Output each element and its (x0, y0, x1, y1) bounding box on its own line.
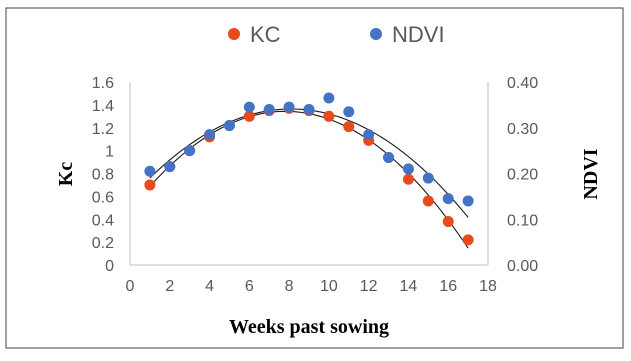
point-ndvi (283, 101, 295, 113)
right-axis-ticks: 0.00 0.10 0.20 0.30 0.40 (507, 75, 538, 275)
y2-axis-title: NDVI (580, 148, 602, 199)
point-ndvi (363, 129, 375, 141)
point-ndvi (223, 119, 235, 131)
x-tick-label: 2 (165, 278, 174, 295)
point-ndvi (323, 92, 335, 104)
x-tick-label: 8 (285, 278, 294, 295)
legend-label-kc: KC (250, 22, 281, 47)
y2-tick-label: 0.30 (507, 121, 538, 138)
y2-tick-label: 0.10 (507, 212, 538, 229)
point-ndvi (144, 165, 156, 177)
point-ndvi (462, 195, 474, 207)
x-tick-label: 12 (360, 278, 378, 295)
y2-tick-label: 0.00 (507, 258, 538, 275)
y-tick-label: 0.6 (92, 189, 114, 206)
data-points (144, 92, 474, 246)
point-kc (343, 121, 355, 133)
chart-border (5, 7, 624, 349)
point-kc (422, 195, 434, 207)
point-kc (144, 179, 156, 191)
point-kc (402, 173, 414, 185)
point-ndvi (204, 129, 216, 141)
y-tick-label: 1.2 (92, 121, 114, 138)
x-tick-label: 6 (245, 278, 254, 295)
x-tick-label: 14 (400, 278, 418, 295)
point-ndvi (422, 172, 434, 184)
point-kc (323, 110, 335, 122)
y-tick-label: 0.4 (92, 212, 114, 229)
x-axis-title: Weeks past sowing (229, 316, 389, 338)
legend-label-ndvi: NDVI (392, 22, 445, 47)
point-ndvi (263, 103, 275, 115)
y-tick-label: 0.8 (92, 167, 114, 184)
x-tick-label: 16 (439, 278, 457, 295)
point-ndvi (442, 193, 454, 205)
legend-marker-kc (228, 28, 240, 40)
x-axis-ticks: 0 2 4 6 8 10 12 14 16 18 (126, 278, 497, 295)
x-tick-label: 0 (126, 278, 135, 295)
y-axis-title: Kc (55, 162, 77, 187)
point-ndvi (243, 101, 255, 113)
y-tick-label: 1.6 (92, 75, 114, 92)
y-tick-label: 0.2 (92, 235, 114, 252)
y-tick-label: 1 (105, 144, 114, 161)
point-ndvi (184, 145, 196, 157)
point-kc (243, 110, 255, 122)
point-ndvi (383, 151, 395, 163)
x-tick-label: 10 (320, 278, 338, 295)
left-axis-ticks: 0 0.2 0.4 0.6 0.8 1 1.2 1.4 1.6 (92, 75, 114, 275)
legend: KC NDVI (228, 22, 445, 47)
y2-tick-label: 0.40 (507, 75, 538, 92)
point-ndvi (303, 103, 315, 115)
point-ndvi (402, 163, 414, 175)
legend-marker-ndvi (370, 28, 382, 40)
y-tick-label: 0 (105, 258, 114, 275)
point-ndvi (343, 106, 355, 118)
y2-tick-label: 0.20 (507, 167, 538, 184)
y-tick-label: 1.4 (92, 98, 114, 115)
point-ndvi (164, 161, 176, 173)
point-kc (442, 216, 454, 228)
x-tick-label: 4 (205, 278, 214, 295)
x-tick-label: 18 (479, 278, 497, 295)
point-kc (462, 234, 474, 246)
